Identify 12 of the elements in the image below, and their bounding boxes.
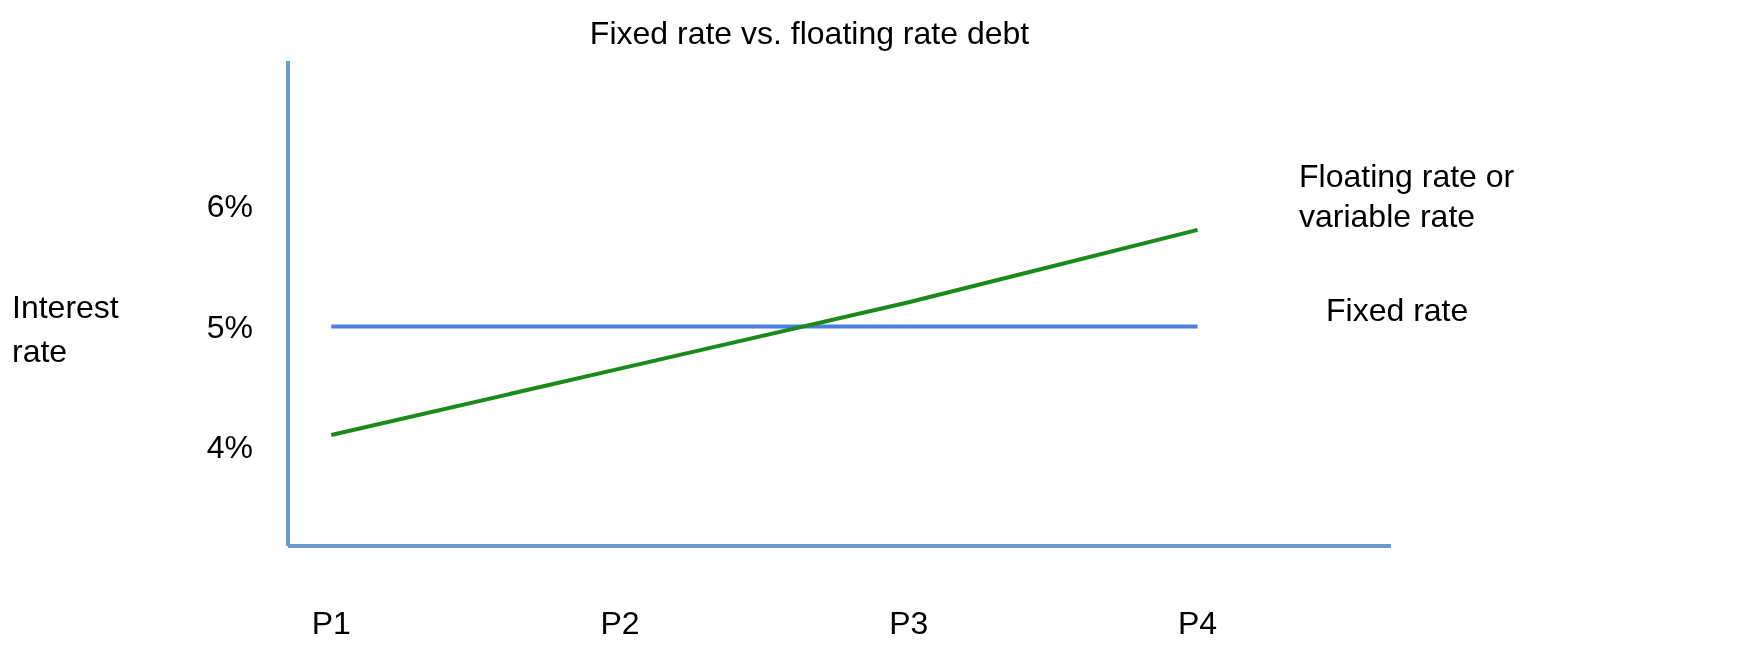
line-series: [329, 227, 1200, 438]
text: Fixed rate: [1326, 292, 1469, 329]
x-tick-label: P1: [311, 605, 351, 641]
y-axis-title: Interest rate: [12, 289, 119, 370]
text: Floating rate or variable rate: [1299, 157, 1515, 234]
y-tick-label: 6%: [206, 187, 253, 224]
y-tick-label: 4%: [206, 429, 253, 466]
x-tick-label: P2: [600, 605, 640, 641]
x-tick-label: P3: [889, 605, 929, 641]
y-tick-label: 5%: [206, 308, 253, 345]
x-tick-label: P4: [1177, 605, 1218, 641]
chart-title: Fixed rate vs. floating rate debt: [589, 15, 1030, 51]
